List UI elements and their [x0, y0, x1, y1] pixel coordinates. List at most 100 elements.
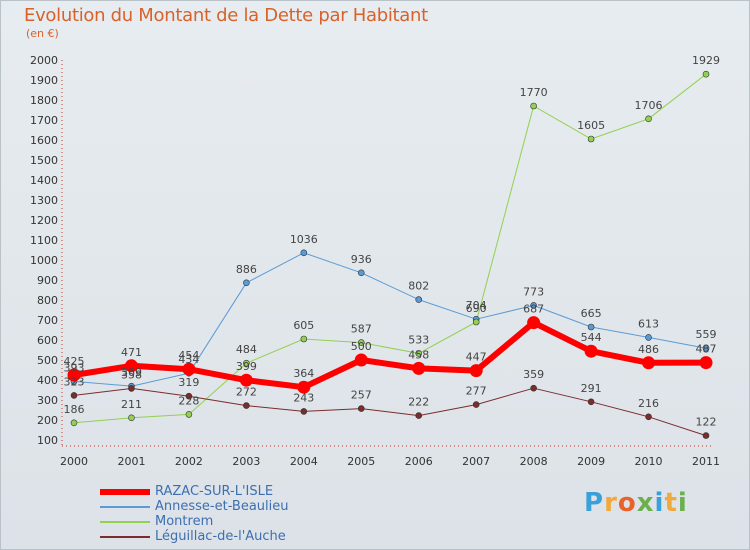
y-tick-label: 1100 [30, 234, 58, 247]
data-label: 773 [523, 285, 544, 298]
data-point [472, 401, 480, 408]
data-point [642, 356, 656, 370]
data-point [357, 405, 365, 412]
data-label: 434 [178, 353, 199, 366]
logo-letter: r [604, 488, 618, 518]
legend-label: Léguillac-de-l'Auche [155, 529, 286, 544]
data-label: 211 [121, 398, 142, 411]
data-labels: 393 369 434 886 1036 936 802 704 773 665 613 559 186… [64, 54, 721, 428]
legend-item: RAZAC-SUR-L'ISLE [100, 484, 400, 499]
chart-title: Evolution du Montant de la Dette par Hab… [24, 5, 428, 26]
y-tick-label: 400 [37, 374, 58, 387]
data-point [587, 398, 595, 406]
data-label: 319 [178, 376, 199, 389]
data-point [243, 359, 250, 367]
data-point [300, 335, 308, 343]
data-label: 500 [351, 340, 372, 353]
data-point [128, 414, 135, 422]
data-point [702, 432, 710, 439]
data-point [587, 135, 595, 143]
series-line [73, 73, 707, 424]
data-point [243, 402, 250, 409]
data-point [472, 318, 480, 326]
data-point [182, 362, 196, 376]
y-tick-label: 1800 [30, 94, 58, 107]
axes: 100 200 300 400 500 600 700 800 900 1000 1100 1200 1… [30, 54, 720, 468]
x-tick-label: 2000 [60, 455, 88, 468]
data-label: 1770 [520, 86, 548, 99]
proxiti-logo: Proxiti [584, 488, 688, 518]
data-label: 399 [236, 360, 257, 373]
y-tick-label: 2000 [30, 54, 58, 67]
data-point [70, 392, 78, 399]
data-label: 393 [64, 361, 85, 374]
data-label: 471 [121, 346, 142, 359]
data-point [530, 102, 537, 110]
data-point [128, 385, 135, 392]
y-tick-label: 100 [37, 434, 58, 447]
data-point [645, 334, 652, 341]
data-label: 605 [293, 319, 314, 332]
data-label: 665 [581, 307, 602, 320]
data-label: 291 [581, 382, 602, 395]
data-label: 358 [121, 368, 142, 381]
data-label: 587 [351, 323, 372, 336]
data-point [412, 361, 426, 375]
data-point [530, 302, 537, 309]
y-tick-label: 600 [37, 334, 58, 347]
legend-label: Montrem [155, 514, 214, 529]
data-label: 186 [64, 403, 85, 416]
x-tick-label: 2004 [290, 455, 318, 468]
data-label: 1929 [692, 54, 720, 67]
logo-letter: P [584, 488, 605, 518]
legend-swatch [100, 536, 150, 538]
x-tick-label: 2006 [405, 455, 433, 468]
legend-swatch [100, 489, 150, 495]
legend-item: Annesse-et-Beaulieu [100, 499, 400, 514]
logo-letter: i [654, 488, 665, 518]
data-label: 425 [64, 355, 85, 368]
legend-swatch [100, 506, 150, 508]
data-label: 359 [523, 368, 544, 381]
data-point [645, 115, 652, 123]
y-tick-label: 1500 [30, 154, 58, 167]
x-tick-label: 2005 [347, 455, 375, 468]
data-point [300, 408, 308, 415]
data-label: 484 [236, 343, 257, 356]
chart-subtitle: (en €) [26, 27, 59, 40]
data-point [239, 373, 253, 387]
data-label: 323 [64, 375, 85, 388]
y-tick-label: 1900 [30, 74, 58, 87]
data-point [469, 364, 483, 378]
data-label: 886 [236, 263, 257, 276]
series-line [73, 252, 707, 387]
y-tick-label: 500 [37, 354, 58, 367]
data-point [124, 359, 138, 373]
data-label: 272 [236, 386, 257, 399]
series-line [73, 387, 707, 437]
y-tick-label: 1400 [30, 174, 58, 187]
data-point [415, 412, 423, 419]
data-point [645, 413, 652, 421]
logo-letter: t [664, 488, 678, 518]
data-label: 936 [351, 253, 372, 266]
y-tick-label: 1200 [30, 214, 58, 227]
series-line [71, 319, 709, 391]
series-lines [71, 73, 709, 437]
data-label: 454 [178, 349, 199, 362]
legend-label: Annesse-et-Beaulieu [155, 499, 289, 514]
x-tick-label: 2002 [175, 455, 203, 468]
data-point [297, 380, 311, 394]
y-tick-label: 1700 [30, 114, 58, 127]
data-point [699, 356, 713, 370]
data-point [70, 419, 78, 427]
data-point [530, 384, 537, 392]
data-label: 243 [293, 391, 314, 404]
data-point [415, 350, 423, 357]
logo-letter: i [677, 488, 688, 518]
y-tick-label: 300 [37, 394, 58, 407]
data-point [415, 296, 423, 303]
data-label: 257 [351, 389, 372, 402]
